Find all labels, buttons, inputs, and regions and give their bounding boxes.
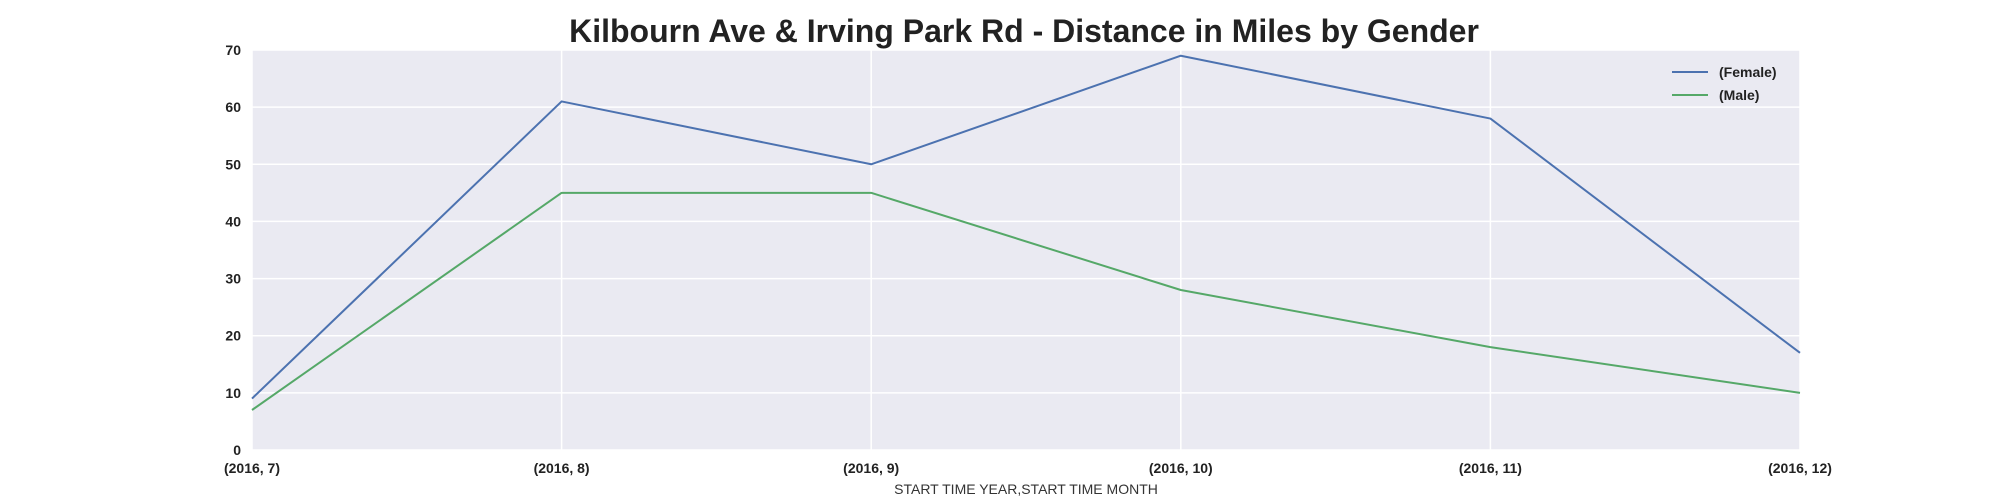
x-tick-label: (2016, 10) (1149, 460, 1213, 476)
chart-title: Kilbourn Ave & Irving Park Rd - Distance… (569, 13, 1479, 49)
y-tick-label: 60 (225, 99, 241, 115)
x-tick-label: (2016, 9) (843, 460, 899, 476)
series-lines (251, 54, 1801, 411)
y-axis-ticks: 0 10 20 30 40 50 60 70 (225, 42, 241, 458)
legend-label: (Male) (1719, 87, 1759, 103)
series-line-1 (251, 191, 1801, 411)
y-tick-label: 10 (225, 385, 241, 401)
y-tick-label: 20 (225, 328, 241, 344)
x-tick-label: (2016, 12) (1768, 460, 1832, 476)
legend: (Female) (Male) (1672, 64, 1777, 103)
y-tick-label: 40 (225, 213, 241, 229)
x-tick-label: (2016, 11) (1459, 460, 1522, 476)
y-tick-label: 30 (225, 271, 241, 287)
y-tick-label: 50 (225, 156, 241, 172)
legend-label: (Female) (1719, 64, 1777, 80)
x-axis-label: START TIME YEAR,START TIME MONTH (894, 481, 1158, 497)
series-line-0 (251, 54, 1801, 400)
x-tick-label: (2016, 7) (224, 460, 280, 476)
plot-area (252, 50, 1800, 450)
grid (251, 49, 1801, 451)
y-tick-label: 0 (233, 442, 241, 458)
x-axis-ticks: (2016, 7) (2016, 8) (2016, 9) (2016, 10) (20… (224, 460, 1832, 476)
y-tick-label: 70 (225, 42, 241, 58)
x-tick-label: (2016, 8) (534, 460, 590, 476)
